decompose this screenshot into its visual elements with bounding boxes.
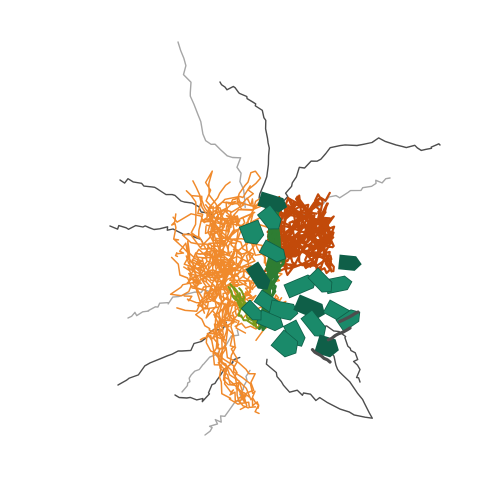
beta-sheet-arrow (307, 267, 333, 293)
orange-coil (203, 209, 256, 257)
orange-coil (206, 244, 257, 313)
grey-coil-tail (119, 177, 215, 218)
grey-coil-tail (117, 321, 228, 386)
beta-sheet-arrow (255, 309, 284, 332)
grey-coil-tail (309, 319, 361, 383)
orange-coil (204, 213, 252, 278)
orange-coil (172, 190, 218, 239)
beta-sheet-arrow (293, 294, 325, 320)
orange-coil (183, 240, 223, 314)
orange-coil (170, 255, 215, 302)
grey-coil-tail (219, 81, 270, 199)
grey-coil-tail (109, 224, 204, 244)
orange-coil-bundle (169, 170, 287, 415)
dark-strand (326, 326, 352, 342)
orange-coil (210, 308, 260, 409)
grey-coil-tails (109, 41, 441, 436)
dark-orange-coil (289, 216, 332, 255)
beta-sheet-arrow (257, 191, 288, 213)
grey-coil-tail (127, 289, 212, 319)
grey-coil-tail (265, 349, 373, 419)
grey-coil-tail (177, 41, 246, 209)
orange-coil (211, 300, 250, 409)
grey-coil-tail (280, 137, 441, 205)
orange-coil (174, 207, 232, 269)
orange-coil (205, 224, 255, 272)
orange-coil (218, 302, 260, 415)
beta-sheet-arrow (258, 239, 286, 263)
olive-loop (233, 286, 256, 327)
teal-beta-sheets (238, 191, 362, 364)
beta-sheet-arrow (245, 261, 271, 290)
beta-sheet-arrow (338, 254, 362, 271)
beta-sheet-arrow (270, 329, 299, 358)
dark-strand (338, 310, 360, 324)
orange-coil (216, 301, 256, 411)
grey-coil-tail (204, 369, 251, 436)
beta-sheet-arrow (238, 219, 265, 245)
beta-sheet-arrow (256, 204, 282, 230)
grey-coil-tail (174, 356, 241, 403)
orange-coil (191, 216, 241, 280)
orange-coil (192, 252, 251, 290)
orange-coil (217, 300, 250, 398)
orange-coil (194, 269, 232, 342)
dark-strand (310, 348, 332, 364)
beta-sheet-arrow (240, 299, 262, 321)
